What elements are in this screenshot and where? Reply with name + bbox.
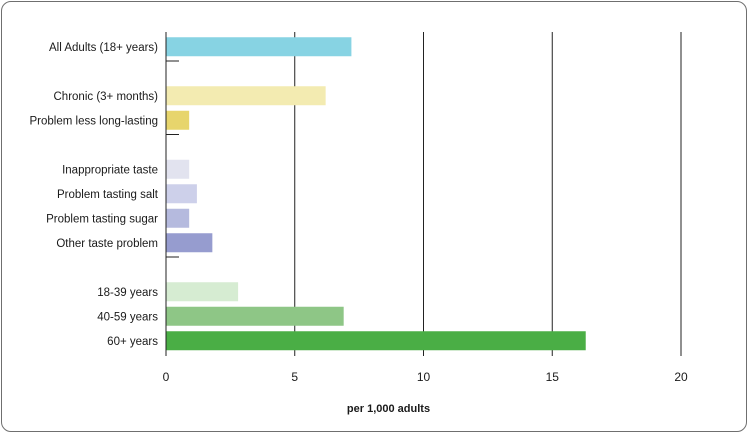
category-labels: All Adults (18+ years) Chronic (3+ months… [30,42,159,348]
bar-2-1 [166,184,197,204]
category-label: Problem tasting sugar [46,213,158,225]
category-label: 18-39 years [97,287,158,299]
x-tick-label: 15 [546,370,560,384]
grid-lines [294,32,682,356]
category-label: Other taste problem [56,238,158,250]
bar-1-1 [166,110,190,130]
category-label: Problem less long-lasting [30,115,158,127]
bar-0-0 [166,37,352,57]
bar-3-2 [166,331,586,351]
bar-3-0 [166,282,239,302]
category-label: Problem tasting salt [57,189,159,201]
x-tick-labels: 0 5 10 15 20 [163,370,688,384]
x-tick-label: 0 [163,370,170,384]
x-tick-label: 5 [291,370,298,384]
bar-2-2 [166,208,190,228]
category-label: Inappropriate taste [62,164,158,176]
bars-layer [166,37,586,351]
category-label: 40-59 years [97,311,158,323]
x-axis-label: per 1,000 adults [347,403,430,415]
x-tick-label: 10 [417,370,431,384]
category-label: Chronic (3+ months) [54,91,159,103]
group-separators [166,60,179,258]
bar-3-1 [166,306,344,326]
x-tick-label: 20 [674,370,688,384]
bar-2-3 [166,233,213,253]
bar-1-0 [166,86,326,106]
category-label: 60+ years [107,336,158,348]
category-label: All Adults (18+ years) [49,42,158,54]
bar-2-0 [166,159,190,179]
